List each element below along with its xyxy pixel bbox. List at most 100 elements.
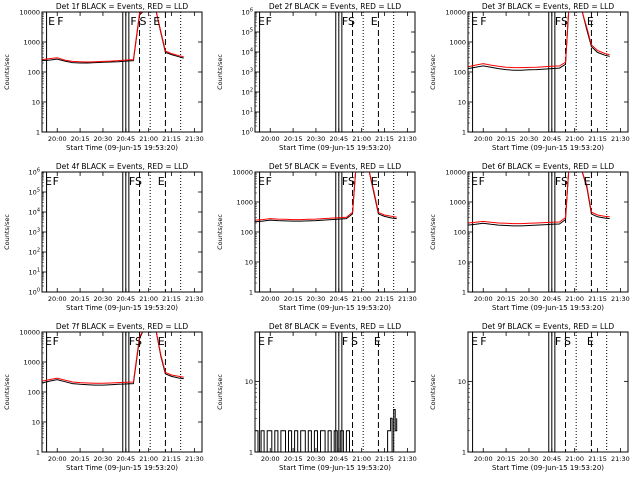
y-tick-label: 102 (29, 248, 40, 257)
y-tick-label: 10 (32, 419, 40, 427)
y-tick-label-exponent: 3 (250, 68, 253, 74)
y-tick-label-exponent: 5 (250, 28, 253, 34)
x-axis-label: Start Time (09-Jun-15 19:53:20) (66, 144, 178, 152)
x-tick-label: 20:30 (94, 455, 113, 463)
event-marker-letter: F (266, 175, 272, 188)
x-tick-label: 20:45 (542, 455, 561, 463)
x-tick-label: 20:15 (497, 135, 516, 143)
y-tick-label-exponent: 5 (37, 188, 40, 194)
x-tick-label: 21:00 (352, 455, 371, 463)
y-tick-label-exponent: 1 (250, 108, 253, 114)
event-marker-letter: F (267, 335, 273, 348)
x-tick-label: 21:15 (162, 135, 181, 143)
event-marker-letter: S (135, 175, 142, 188)
y-tick-label-exponent: 0 (37, 288, 40, 294)
y-tick-label: 1 (249, 289, 253, 297)
x-tick-label: 21:15 (375, 135, 394, 143)
panel-title: Det 2f BLACK = Events, RED = LLD (269, 2, 402, 11)
x-tick-label: 21:00 (139, 295, 158, 303)
series-line (467, 11, 610, 71)
y-tick-label: 104 (29, 208, 40, 217)
y-tick-label: 104 (242, 48, 253, 57)
event-marker-letter: S (140, 15, 147, 28)
x-tick-label: 21:00 (352, 295, 371, 303)
series-line (467, 171, 610, 225)
panel-det-9: Det 9f BLACK = Events, RED = LLD Counts/s… (429, 322, 630, 472)
y-tick-label: 10 (458, 259, 466, 267)
x-tick-label: 21:30 (185, 295, 204, 303)
y-tick-label: 100 (28, 389, 40, 397)
plot-frame (41, 171, 203, 293)
x-axis-label: Start Time (09-Jun-15 19:53:20) (279, 464, 391, 472)
y-tick-label: 1000 (449, 199, 466, 207)
event-marker-letter: S (351, 335, 358, 348)
x-tick-label: 20:15 (71, 455, 90, 463)
x-tick-label: 21:15 (375, 455, 394, 463)
y-tick-label: 1000 (23, 39, 40, 47)
event-marker-letter: E (158, 335, 165, 348)
y-axis-label: Counts/sec (429, 374, 437, 410)
event-marker-letter: E (471, 175, 478, 188)
event-marker-letter: E (587, 335, 594, 348)
y-tick-label: 10000 (445, 169, 466, 177)
panel-det-1: Det 1f BLACK = Events, RED = LLD Counts/s… (3, 2, 204, 152)
x-tick-label: 20:45 (116, 295, 135, 303)
y-tick-label: 106 (29, 168, 40, 177)
x-tick-label: 20:45 (116, 135, 135, 143)
x-tick-label: 20:15 (71, 295, 90, 303)
y-axis-label: Counts/sec (429, 214, 437, 250)
event-marker-letter: E (45, 175, 52, 188)
event-marker-letter: E (371, 175, 378, 188)
y-tick-label: 1 (36, 449, 40, 457)
y-tick-label: 10000 (445, 9, 466, 17)
x-tick-label: 20:00 (48, 295, 67, 303)
event-marker-letter: F (57, 15, 63, 28)
x-axis-label: Start Time (09-Jun-15 19:53:20) (66, 464, 178, 472)
x-tick-label: 20:00 (48, 135, 67, 143)
event-marker-letter: F (53, 175, 59, 188)
x-tick-label: 20:30 (520, 135, 539, 143)
plot-frame (41, 331, 203, 453)
event-marker-letter: F (480, 335, 486, 348)
x-tick-label: 21:30 (185, 135, 204, 143)
panel-det-5: Det 5f BLACK = Events, RED = LLD Counts/s… (216, 162, 417, 312)
y-axis-label: Counts/sec (3, 54, 11, 90)
x-tick-label: 21:00 (352, 135, 371, 143)
x-tick-label: 21:15 (588, 135, 607, 143)
event-marker-letter: S (561, 175, 568, 188)
x-tick-label: 20:00 (474, 295, 493, 303)
event-marker-letter: F (130, 15, 136, 28)
x-axis-label: Start Time (09-Jun-15 19:53:20) (492, 464, 604, 472)
y-tick-label: 101 (242, 108, 253, 117)
y-tick-label-exponent: 2 (37, 248, 40, 254)
x-tick-label: 21:30 (398, 135, 417, 143)
y-tick-label: 103 (242, 68, 253, 77)
x-tick-label: 20:45 (542, 135, 561, 143)
event-marker-letter: E (374, 335, 381, 348)
x-tick-label: 20:15 (284, 135, 303, 143)
y-tick-label-exponent: 4 (250, 48, 253, 54)
y-tick-label: 10000 (232, 169, 253, 177)
panel-title: Det 7f BLACK = Events, RED = LLD (56, 322, 189, 331)
y-tick-label: 1000 (449, 39, 466, 47)
event-marker-letter: F (342, 15, 348, 28)
event-marker-letter: S (561, 15, 568, 28)
x-tick-label: 20:45 (542, 295, 561, 303)
x-tick-label: 20:30 (307, 455, 326, 463)
y-tick-label: 10000 (19, 329, 40, 337)
x-tick-label: 21:30 (185, 455, 204, 463)
panel-det-3: Det 3f BLACK = Events, RED = LLD Counts/s… (429, 2, 630, 152)
x-tick-label: 20:30 (94, 295, 113, 303)
y-axis-label: Counts/sec (3, 374, 11, 410)
event-marker-letter: E (158, 175, 165, 188)
x-tick-label: 20:45 (116, 455, 135, 463)
event-marker-letter: E (471, 15, 478, 28)
y-tick-label: 100 (454, 69, 466, 77)
y-tick-label: 100 (454, 229, 466, 237)
y-tick-label: 105 (242, 28, 253, 37)
x-tick-label: 20:45 (329, 295, 348, 303)
y-tick-label: 1 (462, 289, 466, 297)
x-tick-label: 20:15 (284, 455, 303, 463)
y-tick-label-exponent: 2 (250, 88, 253, 94)
panel-det-8: Det 8f BLACK = Events, RED = LLD Counts/s… (216, 322, 417, 472)
